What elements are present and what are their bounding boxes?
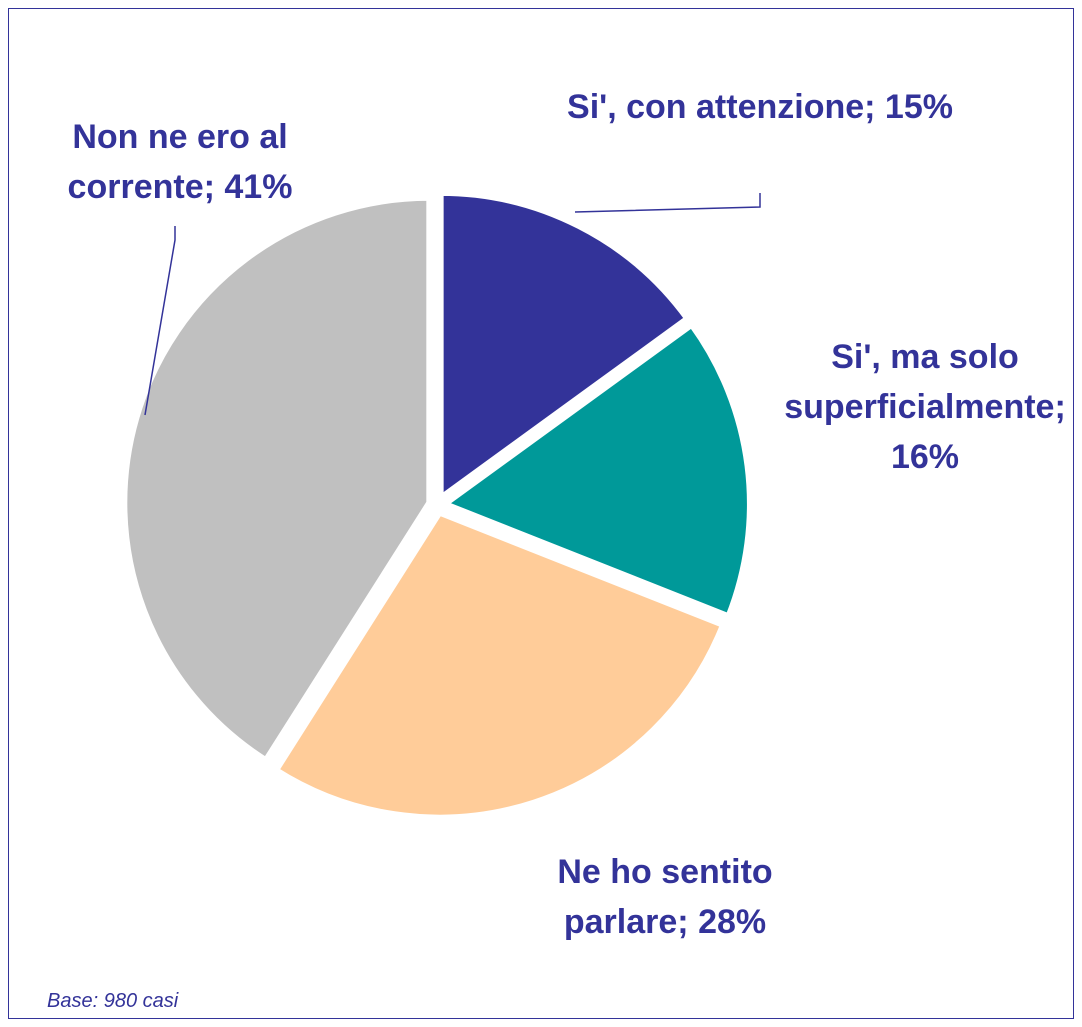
category-label: Ne ho sentito parlare; (557, 853, 773, 941)
pie-slice (438, 320, 753, 621)
slice-label: Si', ma solo superficialmente; 16% (770, 332, 1080, 482)
value-label: 28% (698, 903, 767, 941)
footnote: Base: 980 casi (47, 990, 179, 1012)
value-label: 15% (884, 88, 953, 126)
chart-frame (8, 8, 1074, 1019)
pie-slice (121, 194, 433, 765)
category-label: Non ne ero al corrente; (67, 118, 288, 206)
category-label: Si', ma solo superficialmente; (784, 338, 1066, 426)
leader-line (574, 193, 761, 213)
slice-label: Ne ho sentito parlare; 28% (520, 847, 810, 947)
pie-slice (271, 508, 727, 821)
value-label: 41% (224, 168, 293, 206)
value-label: 16% (890, 438, 960, 476)
pie-slice (437, 189, 692, 504)
slice-label: Si', con attenzione; 15% (565, 82, 955, 132)
leader-line (144, 226, 176, 416)
category-label: Si', con attenzione; (567, 88, 876, 126)
slice-label: Non ne ero al corrente; 41% (40, 112, 320, 212)
